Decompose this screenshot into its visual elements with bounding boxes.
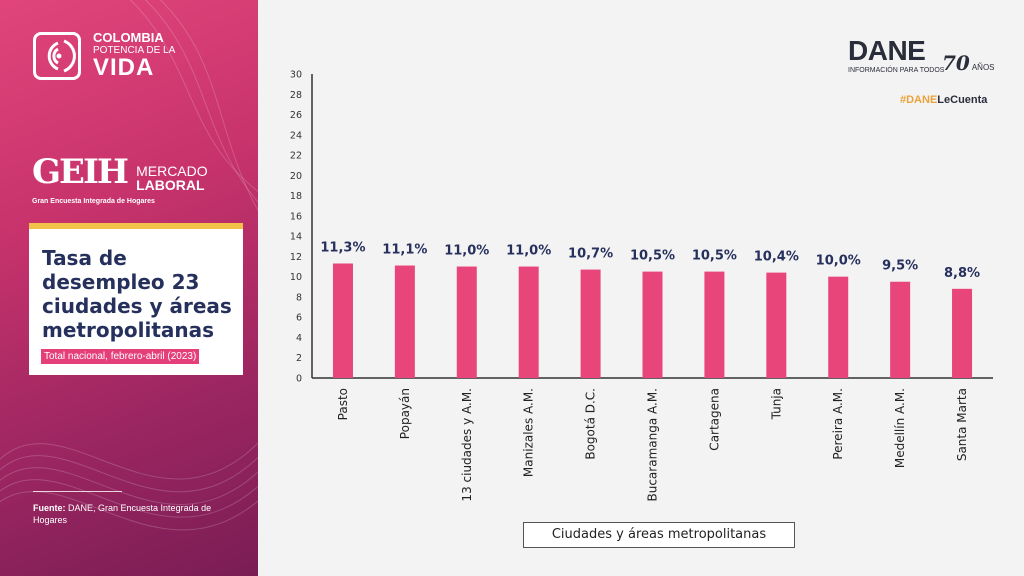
hashtag-suffix: LeCuenta bbox=[937, 94, 988, 106]
sidebar-panel: COLOMBIA POTENCIA DE LA VIDA GEIH MERCAD… bbox=[0, 0, 258, 576]
dane-tagline: INFORMACIÓN PARA TODOS bbox=[848, 67, 945, 74]
geih-subtitle: Gran Encuesta Integrada de Hogares bbox=[32, 198, 155, 205]
bar-value-label: 10,5% bbox=[692, 249, 737, 264]
dane-logo: DANE INFORMACIÓN PARA TODOS 70 AÑOS bbox=[848, 35, 995, 76]
y-tick-label: 16 bbox=[290, 211, 302, 222]
bar bbox=[766, 272, 787, 378]
geih-abbr: GEIH bbox=[32, 152, 129, 192]
bar-value-label: 11,1% bbox=[382, 243, 427, 258]
x-category-label: 13 ciudades y A.M. bbox=[460, 388, 474, 502]
title-card: Tasa de desempleo 23 ciudades y áreas me… bbox=[29, 223, 243, 375]
bar-value-label: 11,0% bbox=[444, 244, 489, 259]
y-tick-label: 18 bbox=[290, 191, 302, 202]
bar-value-label: 10,7% bbox=[568, 247, 613, 262]
y-tick-label: 10 bbox=[290, 272, 302, 283]
y-tick-label: 2 bbox=[296, 353, 302, 364]
period-badge: Total nacional, febrero-abril (2023) bbox=[41, 349, 200, 364]
bar bbox=[394, 265, 415, 378]
source-note: Fuente: DANE, Gran Encuesta Integrada de… bbox=[33, 502, 233, 526]
bar bbox=[332, 263, 353, 378]
bar-value-label: 10,0% bbox=[816, 254, 861, 269]
geih-logo: GEIH MERCADO LABORAL Gran Encuesta Integ… bbox=[32, 152, 208, 205]
bar bbox=[518, 266, 539, 378]
y-tick-label: 22 bbox=[290, 151, 302, 162]
y-tick-label: 12 bbox=[290, 252, 302, 263]
gobierno-logo: COLOMBIA POTENCIA DE LA VIDA bbox=[33, 31, 175, 80]
dane-years-word: AÑOS bbox=[971, 63, 995, 72]
decorative-waves bbox=[0, 0, 258, 531]
bar bbox=[642, 271, 663, 378]
y-tick-label: 14 bbox=[290, 232, 302, 243]
bar-value-label: 10,5% bbox=[630, 249, 675, 264]
colombia-logo-icon bbox=[33, 31, 81, 80]
bar-value-label: 11,3% bbox=[320, 240, 365, 255]
y-tick-label: 24 bbox=[290, 130, 302, 141]
bar bbox=[952, 288, 973, 378]
x-category-label: Santa Marta bbox=[955, 388, 969, 461]
x-category-label: Cartagena bbox=[707, 388, 721, 451]
x-category-label: Medellín A.M. bbox=[893, 388, 907, 468]
source-divider bbox=[33, 491, 122, 492]
dane-name: DANE bbox=[848, 35, 926, 66]
y-tick-label: 8 bbox=[296, 292, 302, 303]
y-tick-label: 20 bbox=[290, 171, 302, 182]
bar-value-label: 10,4% bbox=[754, 250, 799, 265]
x-category-label: Bogotá D.C. bbox=[584, 388, 598, 460]
geih-laboral: LABORAL bbox=[136, 177, 205, 193]
bar-value-label: 9,5% bbox=[882, 259, 918, 274]
bar bbox=[828, 276, 849, 378]
page-title: Tasa de desempleo 23 ciudades y áreas me… bbox=[42, 246, 232, 342]
bar bbox=[890, 281, 911, 378]
x-category-label: Popayán bbox=[398, 388, 412, 439]
source-text: DANE, Gran Encuesta Integrada de Hogares bbox=[33, 503, 212, 525]
y-tick-label: 30 bbox=[290, 70, 302, 81]
logo-line1: COLOMBIA bbox=[93, 30, 164, 45]
x-category-label: Tunja bbox=[769, 388, 783, 420]
x-category-label: Pasto bbox=[336, 388, 350, 420]
y-tick-label: 4 bbox=[296, 333, 302, 344]
bar-value-label: 8,8% bbox=[944, 266, 980, 281]
y-tick-label: 0 bbox=[296, 374, 302, 385]
logo-line2: POTENCIA DE LA bbox=[93, 45, 176, 56]
dane-years: 70 bbox=[942, 51, 970, 75]
bar bbox=[456, 266, 477, 378]
hashtag: #DANELeCuenta bbox=[900, 94, 987, 106]
x-axis-title: Ciudades y áreas metropolitanas bbox=[523, 522, 795, 548]
geih-mercado: MERCADO bbox=[136, 163, 208, 179]
hashtag-prefix: #DANE bbox=[900, 94, 938, 106]
y-tick-label: 26 bbox=[290, 110, 302, 121]
x-category-label: Manizales A.M. bbox=[522, 388, 536, 477]
bar bbox=[704, 271, 725, 378]
x-category-label: Pereira A.M. bbox=[831, 388, 845, 460]
bar-value-label: 11,0% bbox=[506, 244, 551, 259]
source-label: Fuente: bbox=[33, 503, 66, 513]
y-tick-label: 6 bbox=[296, 313, 302, 324]
x-category-label: Bucaramanga A.M. bbox=[646, 388, 660, 502]
y-tick-label: 28 bbox=[290, 90, 302, 101]
bar bbox=[580, 269, 601, 378]
logo-line3: VIDA bbox=[93, 54, 155, 81]
dane-anniversary: 70 AÑOS bbox=[942, 51, 995, 75]
